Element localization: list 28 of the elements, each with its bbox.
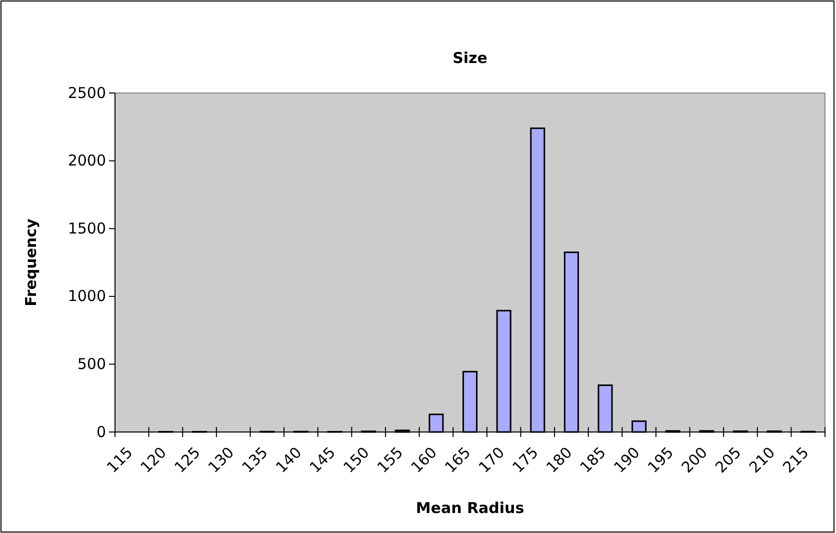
x-tick-label: 150 <box>340 444 373 477</box>
chart-title: Size <box>452 49 488 67</box>
x-tick-label: 145 <box>306 444 340 477</box>
y-tick-label: 500 <box>77 355 106 373</box>
x-axis-title: Mean Radius <box>416 499 524 517</box>
x-tick-label: 125 <box>170 444 204 477</box>
x-tick-label: 115 <box>103 444 136 477</box>
x-tick-label: 185 <box>576 444 610 477</box>
x-tick-label: 195 <box>644 444 678 477</box>
y-tick-label: 2500 <box>68 84 106 102</box>
x-tick-label: 120 <box>136 444 170 477</box>
x-tick-label: 165 <box>441 444 474 477</box>
x-tick-label: 210 <box>746 444 779 477</box>
y-tick-label: 1000 <box>68 287 106 306</box>
x-tick-label: 130 <box>204 444 238 477</box>
x-tick-label: 160 <box>407 444 440 477</box>
y-tick-label: 0 <box>96 422 106 441</box>
x-tick-label: 140 <box>272 444 306 477</box>
y-tick-label: 1500 <box>68 219 106 238</box>
x-tick-label: 180 <box>542 444 576 477</box>
x-tick-label: 190 <box>610 444 644 477</box>
x-tick-label: 175 <box>508 444 542 477</box>
x-tick-label: 200 <box>678 444 711 477</box>
y-tick-label: 2000 <box>68 152 106 170</box>
x-tick-label: 135 <box>238 444 272 477</box>
y-axis-title: Frequency <box>22 218 40 306</box>
x-tick-label: 170 <box>475 444 508 477</box>
x-tick-label: 155 <box>374 444 407 477</box>
